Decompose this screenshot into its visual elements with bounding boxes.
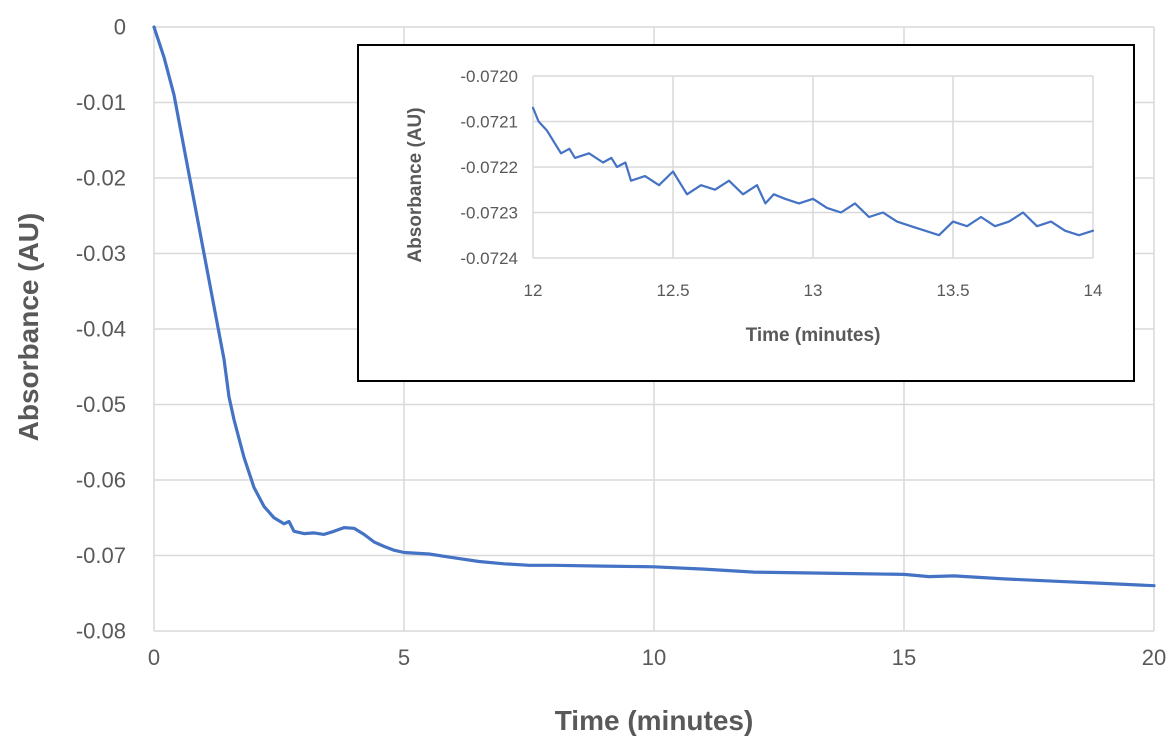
inset-y-tick-label: -0.0721: [460, 112, 518, 131]
main-x-tick-label: 10: [642, 645, 666, 670]
inset-x-tick-label: 12: [524, 281, 543, 300]
main-y-tick-label: -0.02: [76, 166, 126, 191]
main-x-tick-label: 0: [148, 645, 160, 670]
inset-x-tick-label: 13: [804, 281, 823, 300]
main-series-group: [152, 25, 1156, 588]
main-y-tick-label: -0.04: [76, 317, 126, 342]
main-y-tick-label: -0.07: [76, 543, 126, 568]
main-y-tick-label: -0.08: [76, 619, 126, 644]
main-tick-labels: 0 -0.01 -0.02 -0.03 -0.04 -0.05 -0.06 -0.07 -0.0…: [76, 15, 1166, 670]
main-y-tick-label: -0.03: [76, 241, 126, 266]
inset-x-tick-label: 13.5: [936, 281, 969, 300]
inset-y-axis-title: Absorbance (AU): [405, 107, 426, 262]
main-x-tick-label: 5: [398, 645, 410, 670]
inset-gridlines: [532, 75, 1094, 259]
main-y-tick-label: -0.01: [76, 90, 126, 115]
inset-x-tick-label: 14: [1084, 281, 1103, 300]
main-y-tick-label: -0.05: [76, 392, 126, 417]
main-x-axis-title: Time (minutes): [555, 705, 754, 736]
main-y-tick-label: 0: [114, 15, 126, 40]
inset-chart: -0.0720 -0.0721 -0.0722 -0.0723 -0.0724 12 12.…: [357, 44, 1135, 382]
inset-x-tick-label: 12.5: [656, 281, 689, 300]
main-x-tick-label: 20: [1142, 645, 1166, 670]
inset-y-tick-label: -0.0722: [460, 158, 518, 177]
inset-y-tick-label: -0.0724: [460, 249, 518, 268]
inset-series-group: [531, 106, 1095, 237]
main-y-tick-label: -0.06: [76, 468, 126, 493]
main-y-axis-title: Absorbance (AU): [13, 213, 44, 442]
inset-x-axis-title: Time (minutes): [746, 325, 881, 346]
inset-y-tick-label: -0.0723: [460, 203, 518, 222]
main-series-line: [152, 25, 1156, 588]
inset-y-tick-label: -0.0720: [460, 67, 518, 86]
inset-tick-labels: -0.0720 -0.0721 -0.0722 -0.0723 -0.0724 12 12.…: [460, 67, 1102, 300]
main-x-tick-label: 15: [892, 645, 916, 670]
